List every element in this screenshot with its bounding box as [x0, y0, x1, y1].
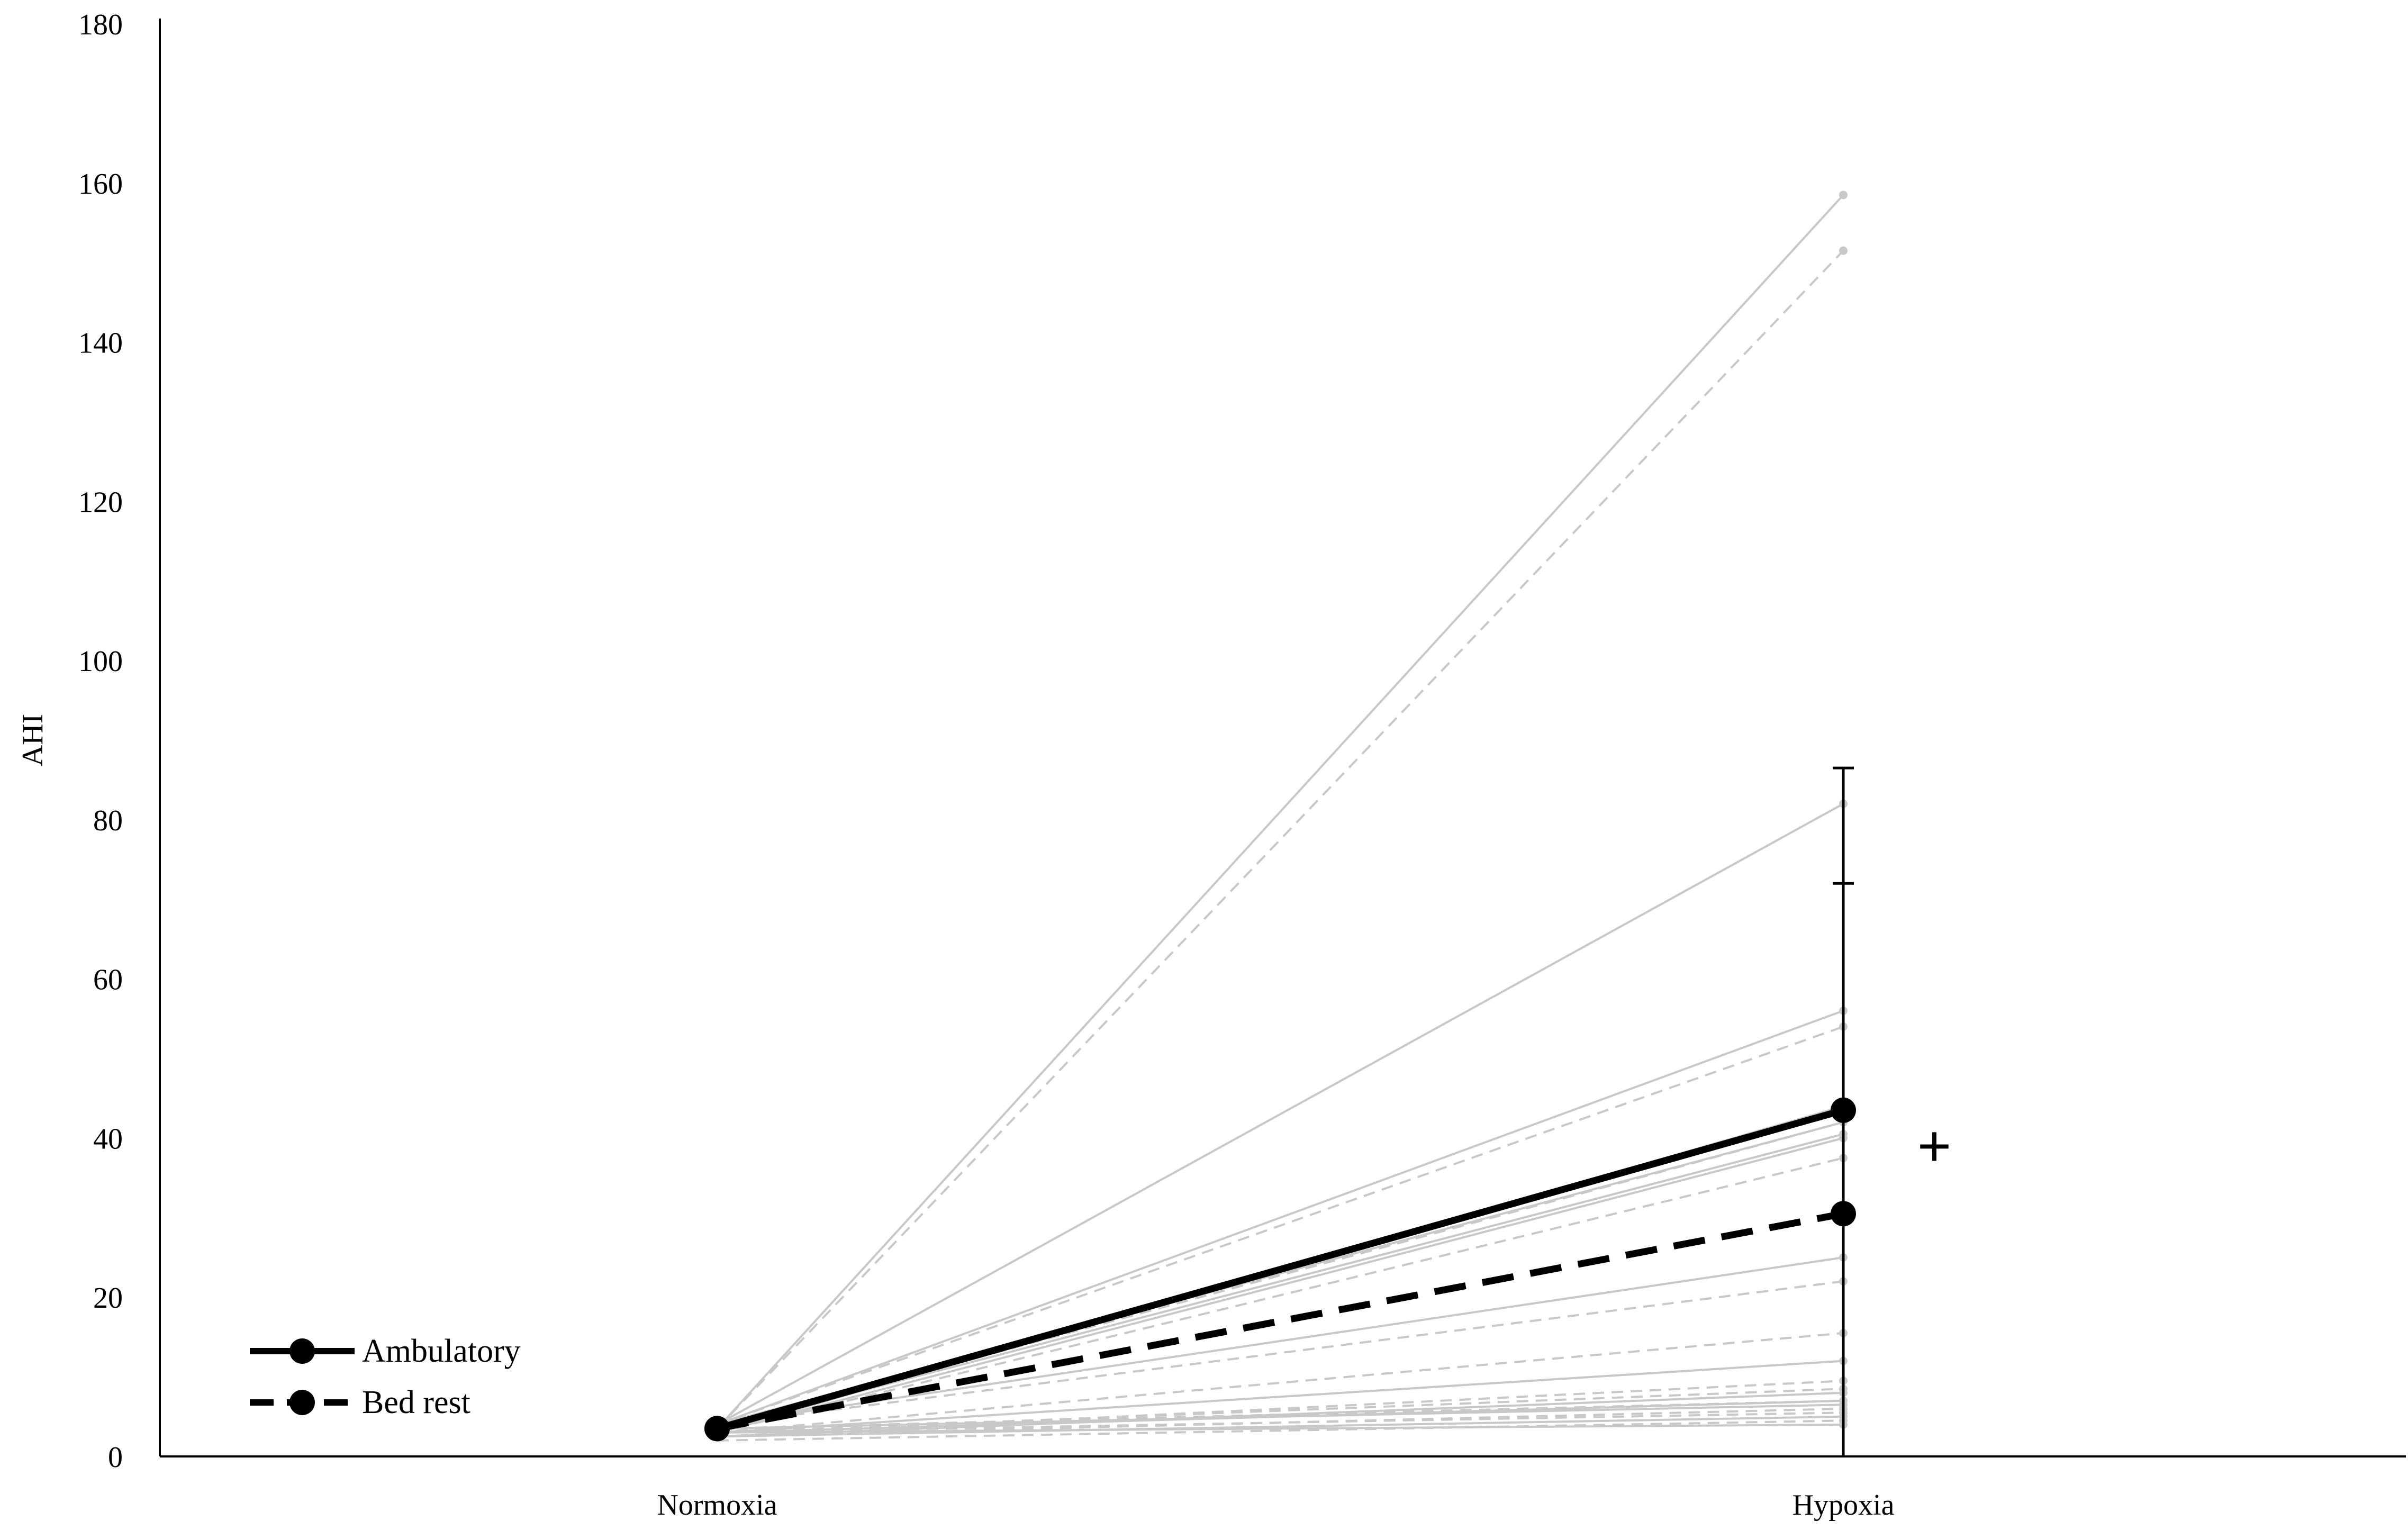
bed-rest-individual-line	[717, 1332, 1844, 1434]
ambulatory-individual-line	[717, 1133, 1844, 1430]
ambulatory-individual-line	[717, 1423, 1844, 1434]
bed-rest-legend-marker	[289, 1390, 315, 1415]
bed-rest-individual-line	[717, 1388, 1844, 1434]
bed-rest-mean-line	[716, 1210, 1844, 1432]
x-tick-label: Hypoxia	[1793, 1489, 1895, 1522]
ambulatory-individual-line	[717, 1009, 1844, 1426]
bed-rest-mean-point	[1831, 1201, 1856, 1227]
y-tick-label: 180	[78, 8, 123, 41]
bed-rest-individual-line	[717, 1380, 1844, 1438]
bed-rest-legend-label: Bed rest	[362, 1384, 470, 1420]
ambulatory-individual-line	[717, 1137, 1844, 1434]
legend: Ambulatory Bed rest	[250, 1333, 521, 1420]
y-tick-label: 120	[78, 486, 123, 519]
y-tick-label: 80	[93, 804, 123, 837]
y-tick-label: 60	[93, 964, 123, 997]
y-tick-label: 100	[78, 645, 123, 678]
bed-rest-individual-line	[717, 1280, 1844, 1426]
y-tick-label: 160	[78, 168, 123, 201]
axes: 0 20 40 60 80 100 120 140 160 180 Normoxia Hypoxia A…	[16, 8, 2406, 1522]
ambulatory-legend-label: Ambulatory	[362, 1333, 521, 1369]
bed-rest-individual-line	[717, 1026, 1844, 1426]
significance-marker: +	[1917, 1113, 1951, 1179]
ambulatory-individual-point	[1839, 191, 1848, 200]
y-tick-label: 140	[78, 327, 123, 360]
bed-rest-individual-line	[716, 250, 1844, 1429]
bed-rest-individual-line	[717, 1399, 1844, 1430]
bed-rest-individual-line	[717, 1157, 1844, 1434]
bed-rest-individual-line	[717, 1411, 1844, 1434]
y-tick-label: 40	[93, 1122, 123, 1155]
y-tick-label: 20	[93, 1282, 123, 1315]
x-tick-label: Normoxia	[657, 1489, 777, 1522]
bed-rest-individual-line	[717, 1419, 1844, 1442]
y-tick-label: 0	[108, 1441, 123, 1474]
ambulatory-individual-line	[717, 1415, 1844, 1438]
ambulatory-individual-line	[716, 194, 1844, 1429]
ambulatory-mean-line	[716, 1107, 1844, 1432]
y-axis-title: AHI	[16, 714, 49, 767]
bed-rest-mean-point	[704, 1416, 730, 1442]
bed-rest-individual-point	[1839, 246, 1848, 255]
mean-lines: +	[704, 766, 1951, 1456]
individual-lines	[716, 191, 1848, 1442]
ambulatory-individual-line	[717, 1256, 1844, 1426]
ambulatory-individual-line	[717, 1360, 1844, 1434]
ambulatory-individual-line	[717, 1404, 1844, 1430]
ambulatory-individual-line	[717, 803, 1844, 1426]
ambulatory-legend-marker	[289, 1338, 315, 1364]
ambulatory-mean-point	[1831, 1097, 1856, 1123]
